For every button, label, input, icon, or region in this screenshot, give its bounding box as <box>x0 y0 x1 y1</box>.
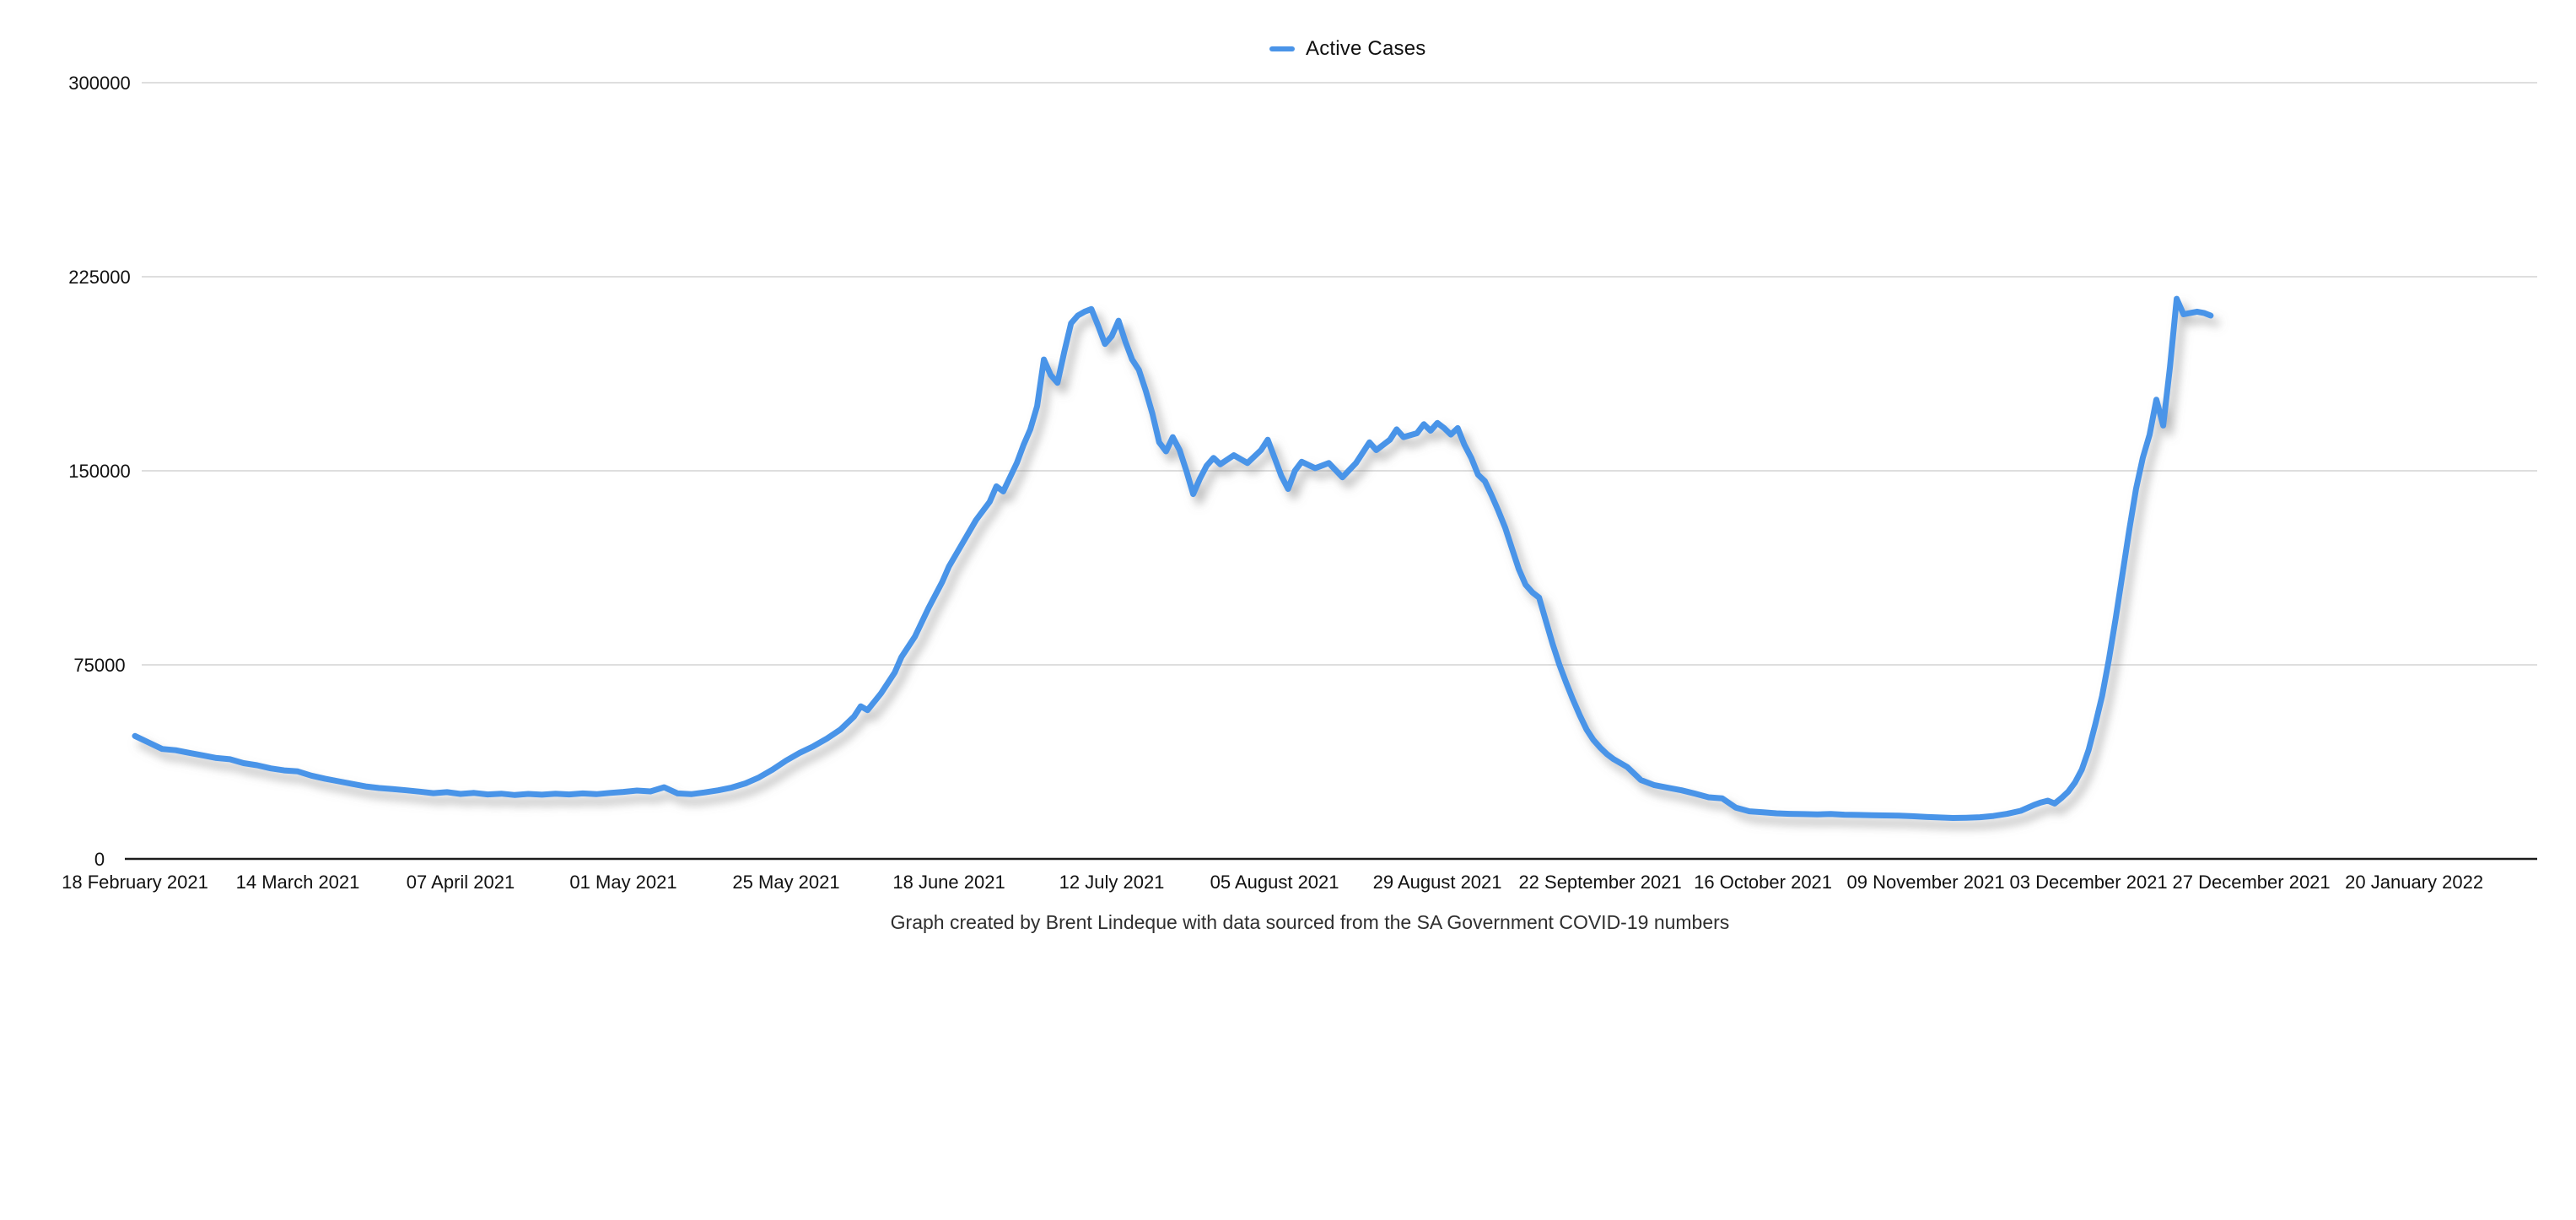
x-tick-label: 01 May 2021 <box>569 872 676 893</box>
legend-line-marker-icon <box>1269 46 1295 51</box>
y-tick-label: 150000 <box>68 461 130 482</box>
y-axis-labels: 0 75000 150000 225000 300000 <box>68 73 130 870</box>
x-tick-label: 09 November 2021 <box>1847 872 2005 893</box>
x-tick-label: 05 August 2021 <box>1210 872 1339 893</box>
x-tick-label: 18 June 2021 <box>892 872 1005 893</box>
legend-label: Active Cases <box>1306 37 1426 60</box>
chart-legend: Active Cases <box>1269 37 1425 61</box>
y-tick-label: 0 <box>94 849 105 870</box>
x-tick-label: 07 April 2021 <box>407 872 515 893</box>
y-tick-label: 300000 <box>68 73 130 94</box>
x-tick-label: 03 December 2021 <box>2010 872 2168 893</box>
x-tick-label: 22 September 2021 <box>1518 872 1681 893</box>
x-tick-label: 12 July 2021 <box>1059 872 1165 893</box>
x-tick-label: 29 August 2021 <box>1373 872 1502 893</box>
x-tick-label: 20 January 2022 <box>2345 872 2483 893</box>
x-tick-label: 25 May 2021 <box>732 872 839 893</box>
x-tick-label: 14 March 2021 <box>236 872 360 893</box>
active-cases-series-line <box>132 295 2214 821</box>
x-tick-label: 16 October 2021 <box>1694 872 1832 893</box>
x-tick-label: 18 February 2021 <box>62 872 208 893</box>
x-tick-label: 27 December 2021 <box>2173 872 2331 893</box>
y-tick-label: 75000 <box>73 655 125 676</box>
chart-caption: Graph created by Brent Lindeque with dat… <box>890 911 1730 933</box>
gridlines <box>125 82 2537 861</box>
x-axis-labels: 18 February 2021 14 March 2021 07 April 20… <box>62 872 2483 893</box>
y-tick-label: 225000 <box>68 267 130 288</box>
